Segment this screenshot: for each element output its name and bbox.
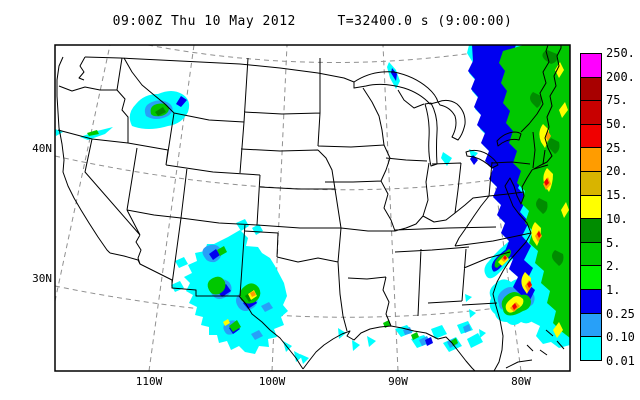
lon-label: 100W [258, 375, 286, 388]
precip-cell-mblue [463, 324, 471, 333]
lat-label: 30N [32, 272, 52, 285]
precip-cell-green [411, 332, 419, 340]
precip-cell-blue [468, 45, 535, 302]
precip-cell-cyan [441, 152, 452, 166]
precip-cell-blue [470, 155, 478, 165]
precip-cell-green [229, 320, 241, 332]
colorbar-block [580, 171, 602, 196]
precip-cell-cyan [469, 309, 476, 318]
precip-cell-mblue [419, 336, 430, 346]
precip-cell-orange [250, 291, 256, 297]
map-frame [54, 44, 571, 372]
lat-label: 40N [32, 142, 52, 155]
precip-cell-dgreen [552, 250, 564, 266]
precip-cell-yellow [559, 102, 568, 118]
lon-label: 90W [388, 375, 408, 388]
precip-cell-cyan [479, 329, 486, 338]
precip-cell-cyan [300, 354, 309, 364]
colorbar-value: 2. [606, 259, 621, 274]
precip-cell-cyan [352, 340, 360, 351]
colorbar-value: 5. [606, 235, 621, 250]
precip-cell-cyan [184, 230, 288, 354]
colorbar-block [580, 241, 602, 267]
colorbar-value: 1. [606, 282, 621, 297]
precip-cell-yellow [223, 319, 230, 326]
precip-cell-dgreen [155, 107, 166, 116]
colorbar-value: 75. [606, 93, 628, 108]
precip-cell-yellow [561, 202, 569, 218]
colorbar-block [580, 218, 602, 243]
colorbar-block [580, 53, 602, 78]
precip-cell-yellow [555, 62, 564, 78]
state-borders [57, 57, 546, 332]
plot-title: 09:00Z Thu 10 May 2012 T=32400.0 s (9:00… [112, 14, 513, 29]
precip-cell-green [499, 45, 570, 338]
precip-cell-green [207, 276, 226, 295]
precip-cell-red [544, 178, 549, 186]
colorbar-block [580, 194, 602, 220]
precip-shading [55, 45, 570, 364]
precip-cell-cyan [367, 336, 376, 347]
precip-cell-red [537, 231, 541, 238]
colorbar [580, 53, 602, 361]
colorbar-block [580, 312, 602, 338]
precip-cell-dgreen [530, 92, 542, 108]
lon-label: 80W [511, 375, 531, 388]
precip-cell-cyan [283, 341, 292, 352]
precip-cell-cyan [469, 149, 478, 160]
precip-cell-mblue [261, 302, 273, 312]
precip-cell-blue [176, 96, 187, 107]
precip-cell-cyan [175, 257, 188, 268]
precip-cell-blue [209, 249, 220, 260]
precip-cell-red [503, 255, 507, 260]
precip-cell-blue [425, 337, 433, 346]
colorbar-value: 25. [606, 140, 628, 155]
precip-cell-cyan [467, 333, 483, 348]
precip-cell-mblue [251, 330, 263, 340]
coastline [56, 44, 565, 372]
precip-cell-cyan [55, 129, 63, 136]
precip-cell-dgreen [536, 198, 548, 214]
colorbar-value: 0.10 [606, 330, 635, 345]
precip-cell-cyan [465, 294, 472, 302]
colorbar-value: 250. [606, 46, 635, 60]
precip-cell-cyan [236, 219, 249, 231]
colorbar-block [580, 289, 602, 314]
colorbar-value: 10. [606, 211, 628, 226]
colorbar-value: 200. [606, 69, 635, 84]
colorbar-block [580, 147, 602, 173]
colorbar-block [580, 265, 602, 291]
colorbar-block [580, 336, 602, 361]
precip-cell-red [512, 303, 517, 310]
precip-cell-dgreen [548, 138, 560, 154]
precip-cell-yellow [553, 322, 563, 338]
lon-label: 110W [135, 375, 163, 388]
great-lakes [353, 71, 522, 169]
colorbar-block [580, 123, 602, 149]
colorbar-value: 0.25 [606, 306, 635, 321]
colorbar-block [580, 76, 602, 102]
colorbar-labels: 250. 200. 75. 50. 25. 20. 15. 10. 5. 2. 1. 0.25 0.10… [606, 46, 640, 368]
colorbar-value: 0.01 [606, 354, 635, 368]
colorbar-value: 50. [606, 117, 628, 132]
precip-cell-cyan [431, 325, 447, 339]
colorbar-value: 20. [606, 164, 628, 179]
precip-cell-green [217, 246, 227, 256]
precip-cell-blue [391, 68, 397, 81]
colorbar-value: 15. [606, 188, 628, 203]
precip-cell-blue [217, 284, 231, 297]
precip-cell-green [87, 130, 99, 136]
colorbar-block [580, 100, 602, 125]
precip-cell-cyan [171, 281, 184, 292]
precip-cell-green [553, 286, 567, 295]
precip-cell-mblue [403, 327, 412, 335]
precip-cell-red [527, 281, 532, 288]
